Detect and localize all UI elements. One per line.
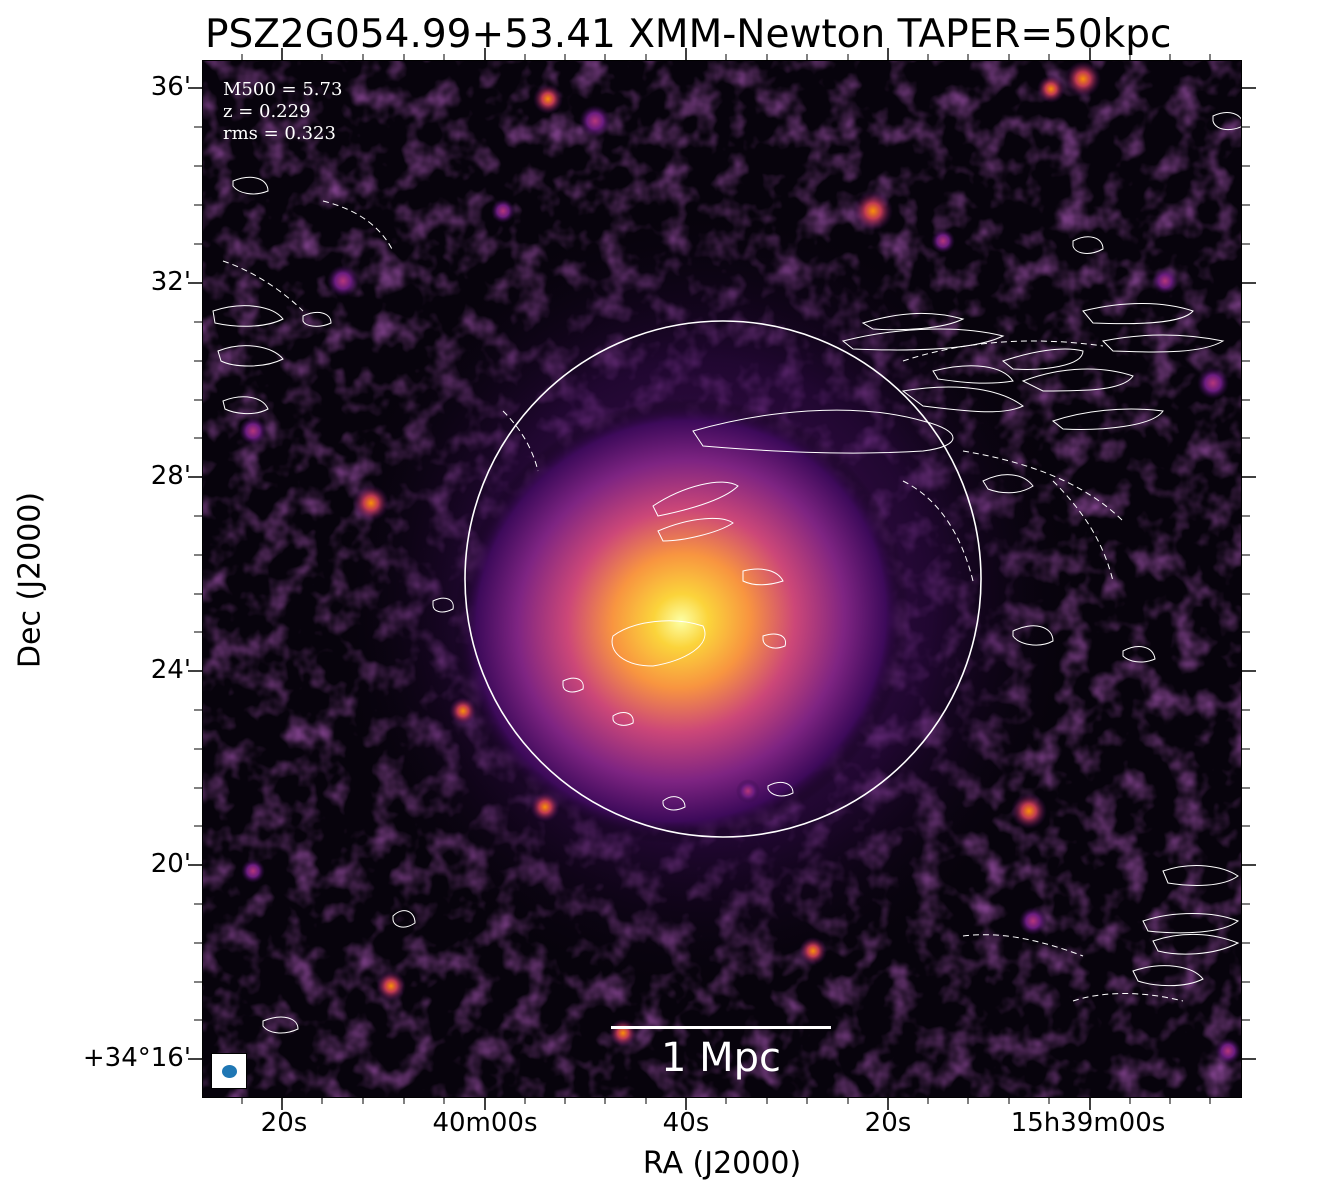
xtick-label: 40m00s	[432, 1108, 538, 1138]
xray-image	[203, 61, 1241, 1097]
xtick-label: 20s	[260, 1108, 308, 1138]
xtick-label: 40s	[662, 1108, 710, 1138]
xtick-label: 15h39m00s	[1010, 1108, 1166, 1138]
scale-bar	[611, 1026, 831, 1029]
ytick-label: 28'	[150, 461, 191, 491]
xtick-label: 20s	[864, 1108, 912, 1138]
m500-label: M500 = 5.73	[223, 79, 343, 100]
ytick-label: 36'	[150, 72, 191, 102]
redshift-label: z = 0.229	[223, 101, 311, 122]
info-block: M500 = 5.73 z = 0.229 rms = 0.323	[223, 79, 342, 145]
ytick-label: 32'	[150, 267, 191, 297]
beam-box	[211, 1053, 247, 1089]
x-axis-title: RA (J2000)	[642, 1146, 802, 1181]
rms-label: rms = 0.323	[223, 123, 336, 144]
y-axis-title: Dec (J2000)	[12, 491, 48, 669]
ytick-label: 20'	[150, 849, 191, 879]
beam-ellipse	[222, 1065, 237, 1078]
ytick-label: 24'	[150, 655, 191, 685]
figure-title: PSZ2G054.99+53.41 XMM-Newton TAPER=50kpc	[205, 12, 1172, 57]
image-panel: M500 = 5.73 z = 0.229 rms = 0.323 1 Mpc	[202, 60, 1242, 1098]
scale-bar-label: 1 Mpc	[660, 1035, 782, 1081]
ytick-label: +34°16'	[82, 1043, 191, 1073]
